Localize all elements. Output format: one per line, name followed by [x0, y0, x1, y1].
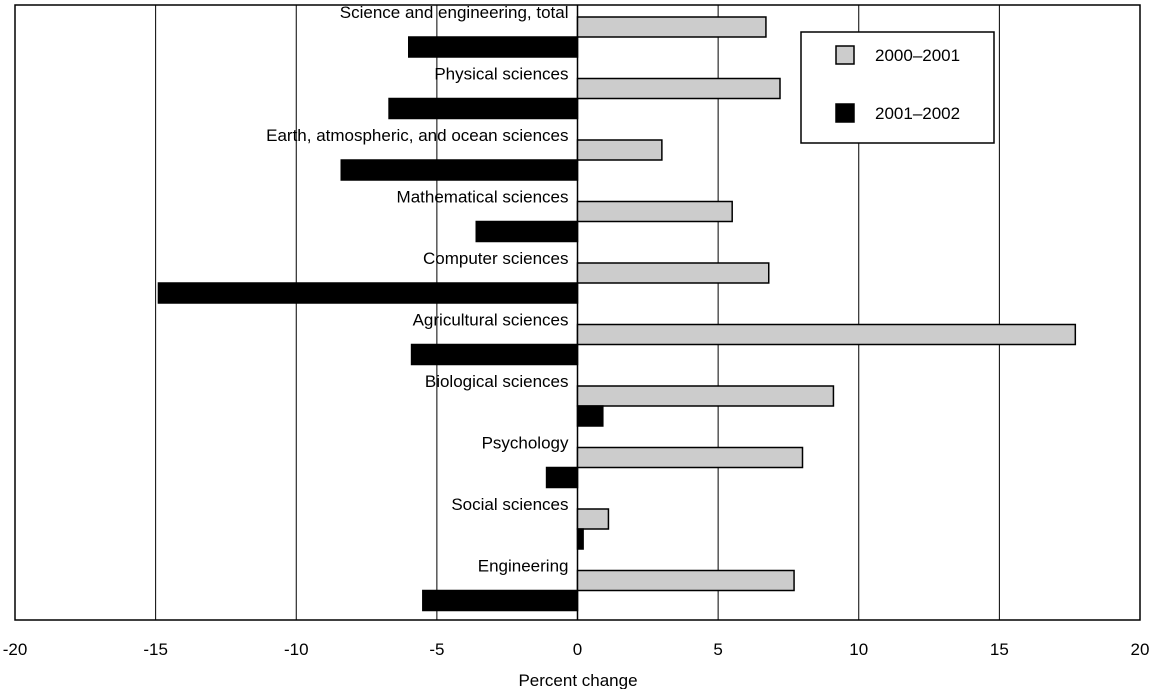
legend: 2000–2001 2001–2002 — [800, 31, 995, 144]
x-axis-label: Percent change — [518, 671, 637, 689]
bars — [157, 16, 1077, 612]
legend-label: 2001–2002 — [875, 104, 960, 123]
bar-2000-2001 — [576, 139, 663, 161]
legend-swatch — [835, 103, 855, 123]
category-label: Mathematical sciences — [397, 188, 569, 207]
x-tick-label: -10 — [284, 640, 309, 659]
x-tick-labels: -20 -15 -10 -5 0 5 10 15 20 — [3, 640, 1150, 659]
x-tick-label: 20 — [1131, 640, 1150, 659]
bar-2001-2002 — [157, 282, 579, 304]
x-tick-label: 15 — [990, 640, 1009, 659]
category-label: Earth, atmospheric, and ocean sciences — [266, 126, 568, 145]
bar-2001-2002 — [408, 36, 579, 58]
legend-swatch — [835, 45, 855, 65]
bar-2001-2002 — [576, 528, 584, 550]
bar-2000-2001 — [576, 508, 610, 530]
x-tick-label: -20 — [3, 640, 28, 659]
category-label: Science and engineering, total — [340, 3, 569, 22]
category-label: Computer sciences — [423, 249, 569, 268]
bar-2000-2001 — [576, 262, 770, 284]
bar-2001-2002 — [545, 466, 579, 489]
x-tick-label: 10 — [849, 640, 868, 659]
x-tick-label: -15 — [143, 640, 168, 659]
category-label: Engineering — [478, 557, 569, 576]
category-label: Psychology — [482, 434, 569, 453]
category-label: Social sciences — [451, 495, 568, 514]
bar-2000-2001 — [576, 323, 1077, 346]
bar-2000-2001 — [576, 385, 835, 407]
legend-box — [800, 31, 995, 144]
x-tick-label: 0 — [573, 640, 582, 659]
bar-2000-2001 — [576, 77, 781, 100]
plot-frame — [14, 4, 1141, 621]
x-tick-label: 5 — [713, 640, 722, 659]
bar-2001-2002 — [576, 405, 604, 427]
category-label: Physical sciences — [434, 65, 568, 84]
category-label: Agricultural sciences — [413, 311, 569, 330]
bar-2001-2002 — [388, 97, 579, 120]
bar-2001-2002 — [340, 159, 579, 181]
bar-2001-2002 — [475, 220, 579, 243]
bar-2001-2002 — [422, 589, 579, 612]
bar-2000-2001 — [576, 16, 767, 38]
bar-2001-2002 — [410, 343, 579, 366]
bar-2000-2001 — [576, 569, 795, 592]
legend-label: 2000–2001 — [875, 46, 960, 65]
category-labels: Science and engineering, total Physical s… — [266, 3, 569, 576]
bar-2000-2001 — [576, 200, 733, 223]
bar-2000-2001 — [576, 446, 804, 469]
x-tick-label: -5 — [429, 640, 444, 659]
category-label: Biological sciences — [425, 372, 569, 391]
